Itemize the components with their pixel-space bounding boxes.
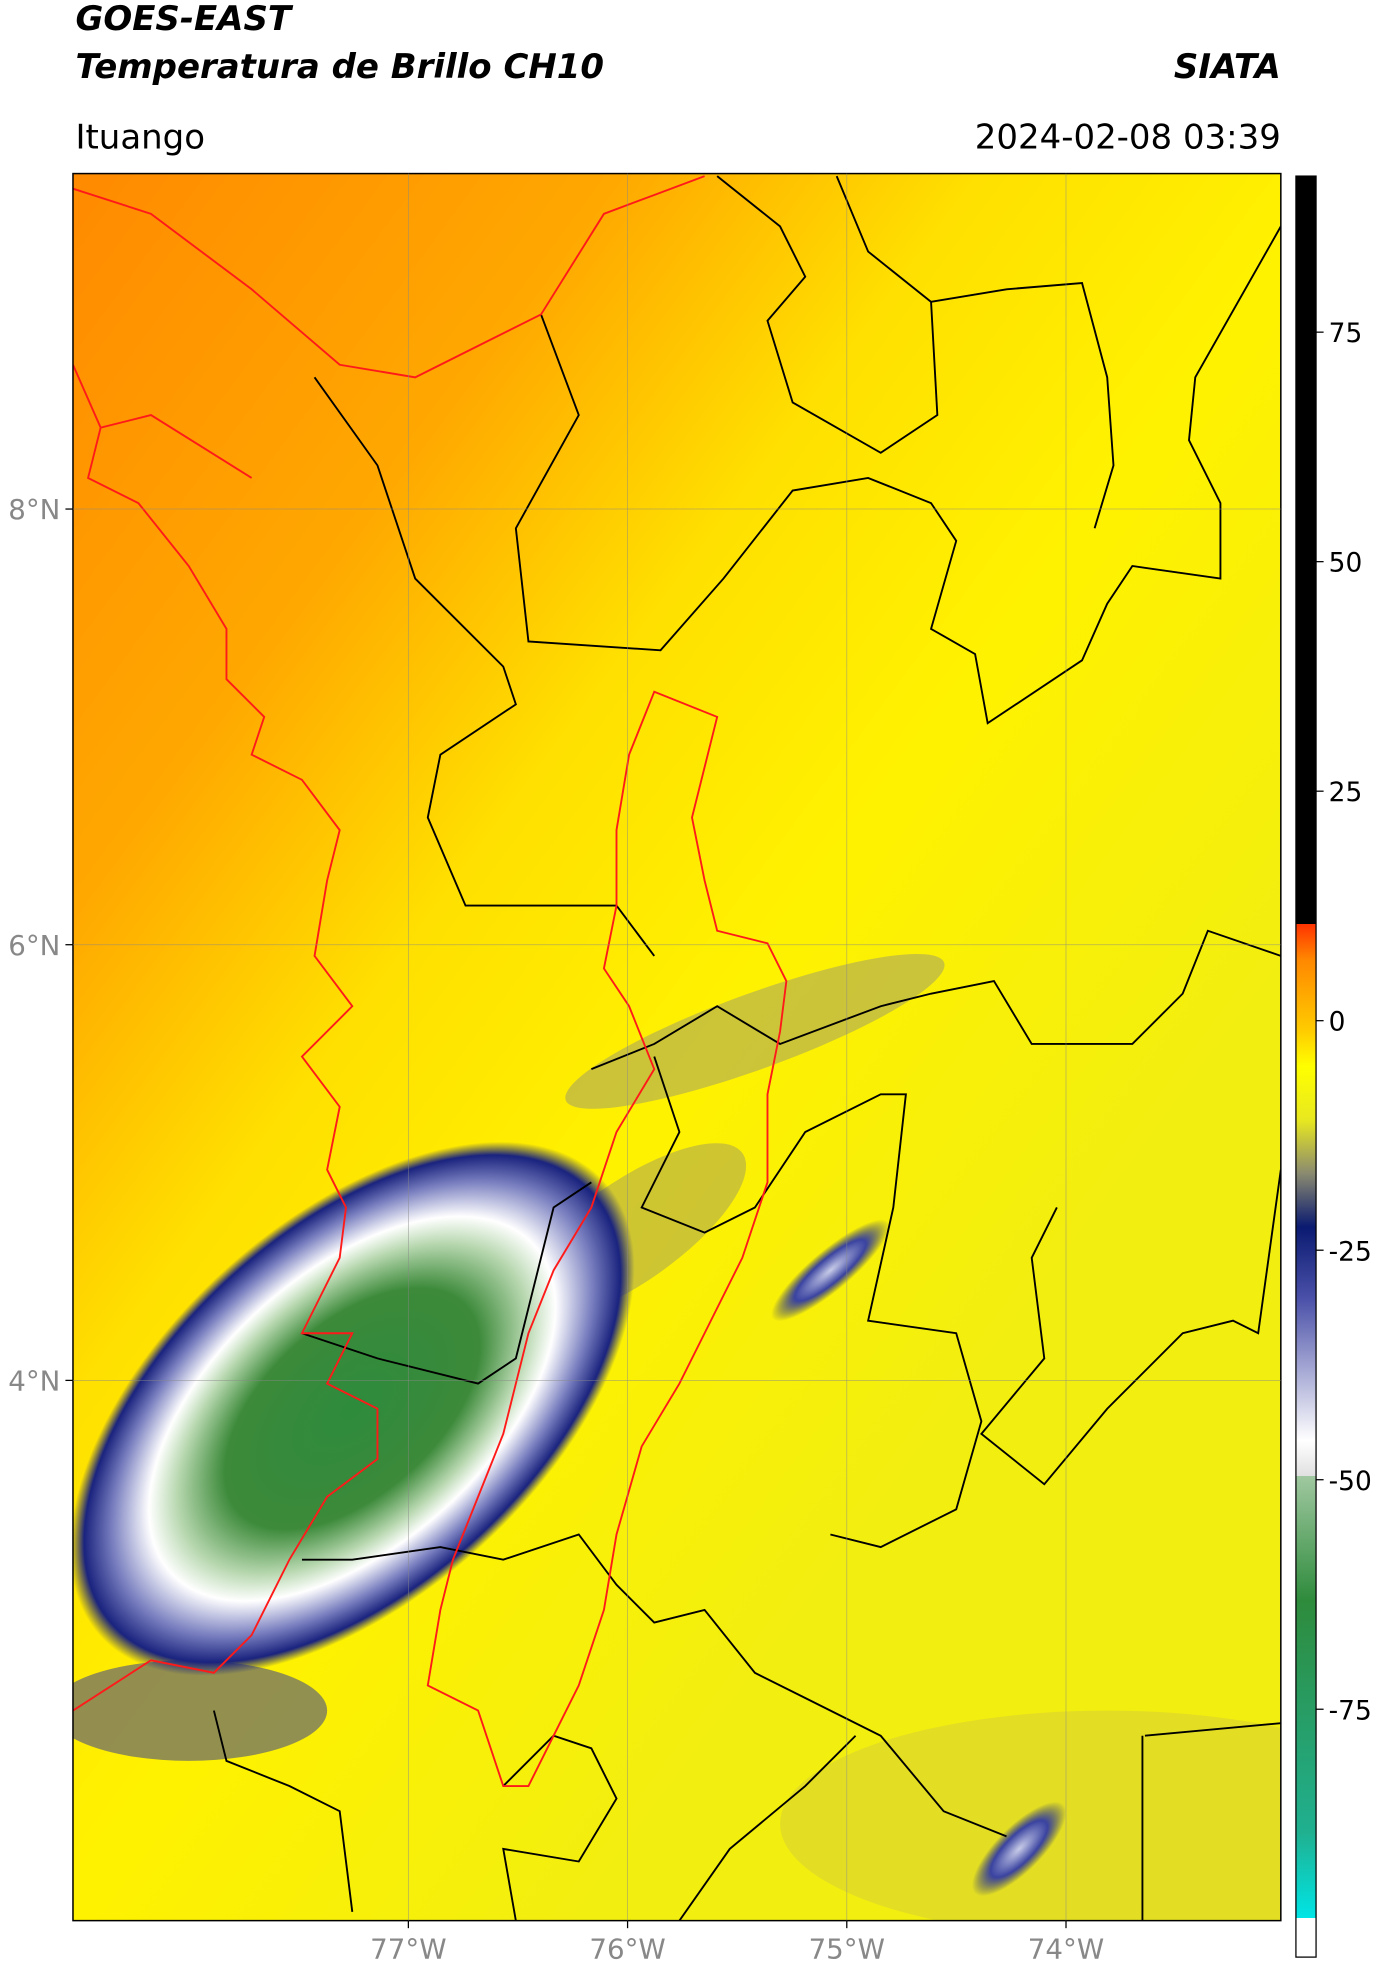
timestamp: 2024-02-08 03:39 <box>975 117 1281 157</box>
title: Temperatura de Brillo CH10 <box>75 47 604 87</box>
colorbar-tick-label: 75 <box>1329 318 1363 349</box>
map-layer <box>72 173 1281 1921</box>
x-tick-label: 77°W <box>370 1932 446 1965</box>
map-frame <box>72 172 1282 1922</box>
colorbar-tick-label: 0 <box>1329 1007 1346 1038</box>
location: Ituango <box>75 117 205 157</box>
colorbar <box>1295 175 1317 1958</box>
colorbar-tick-label: -25 <box>1329 1236 1372 1267</box>
colorbar-tick-label: 25 <box>1329 777 1363 808</box>
colorbar-tick-label: 50 <box>1329 548 1363 579</box>
y-tick-label: 4°N <box>8 1364 60 1397</box>
x-tick-label: 74°W <box>1028 1932 1104 1965</box>
colorbar-tick-label: -50 <box>1329 1466 1372 1497</box>
brand: SIATA <box>1174 47 1281 87</box>
y-tick-label: 6°N <box>8 929 60 962</box>
title: GOES-EAST <box>75 0 293 39</box>
y-tick-label: 8°N <box>8 493 60 526</box>
x-tick-label: 76°W <box>589 1932 665 1965</box>
x-tick-label: 75°W <box>809 1932 885 1965</box>
colorbar-tick-label: -75 <box>1329 1695 1372 1726</box>
